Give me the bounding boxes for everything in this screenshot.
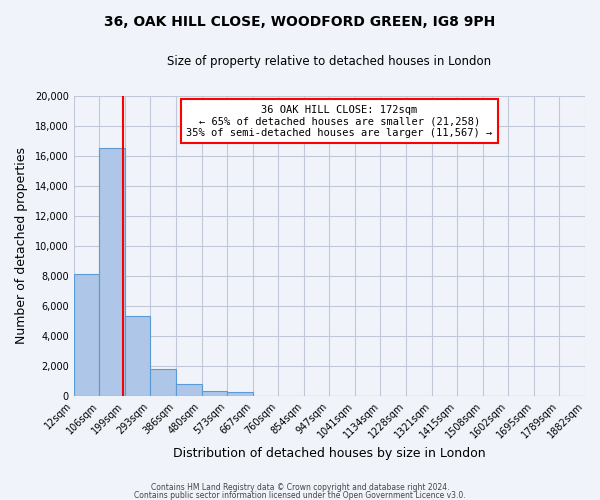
Text: Contains public sector information licensed under the Open Government Licence v3: Contains public sector information licen… [134,490,466,500]
Bar [202,392,227,396]
Bar [176,384,202,396]
Bar [99,148,125,396]
Y-axis label: Number of detached properties: Number of detached properties [15,148,28,344]
Bar [74,274,99,396]
X-axis label: Distribution of detached houses by size in London: Distribution of detached houses by size … [173,447,485,460]
Text: 36 OAK HILL CLOSE: 172sqm
← 65% of detached houses are smaller (21,258)
35% of s: 36 OAK HILL CLOSE: 172sqm ← 65% of detac… [187,104,493,138]
Title: Size of property relative to detached houses in London: Size of property relative to detached ho… [167,55,491,68]
Bar [125,316,151,396]
Text: 36, OAK HILL CLOSE, WOODFORD GREEN, IG8 9PH: 36, OAK HILL CLOSE, WOODFORD GREEN, IG8 … [104,15,496,29]
Bar [227,392,253,396]
Text: Contains HM Land Registry data © Crown copyright and database right 2024.: Contains HM Land Registry data © Crown c… [151,484,449,492]
Bar [151,369,176,396]
